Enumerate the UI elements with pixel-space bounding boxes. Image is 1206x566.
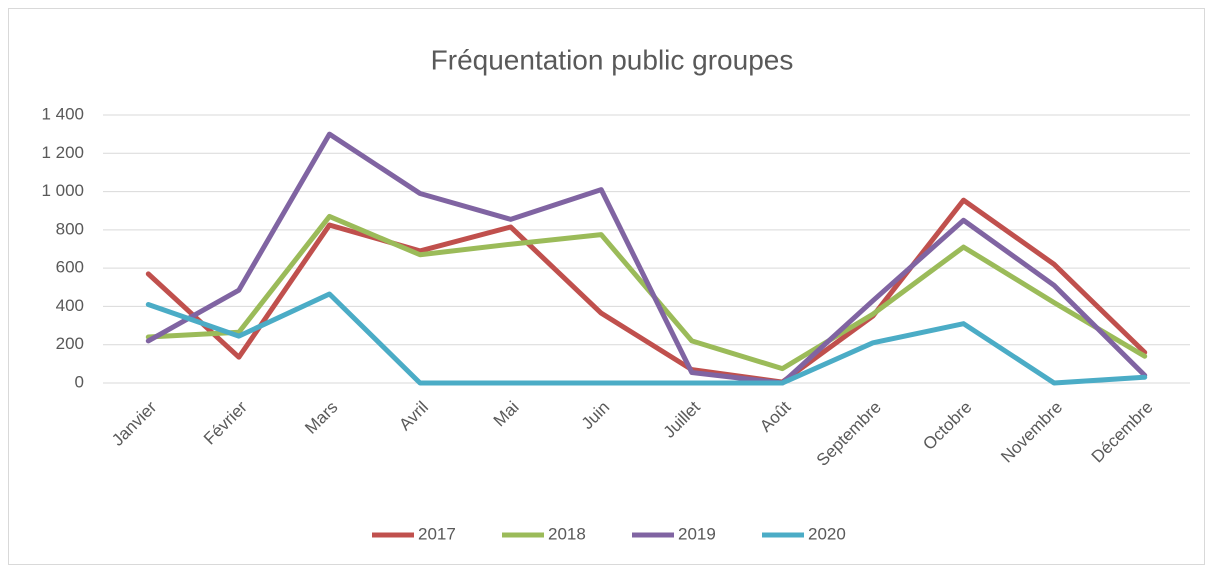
- line-series: [145, 213, 1148, 372]
- line-series: [145, 131, 1148, 386]
- line-series: [145, 291, 1148, 386]
- y-tick-label: 1 000: [41, 181, 84, 200]
- legend-label: 2020: [808, 524, 846, 543]
- chart-frame: [8, 8, 1205, 565]
- y-tick-label: 200: [56, 334, 84, 353]
- y-tick-label: 1 400: [41, 104, 84, 123]
- legend-label: 2019: [678, 524, 716, 543]
- y-tick-label: 800: [56, 219, 84, 238]
- line-series: [145, 197, 1148, 385]
- chart-title: Fréquentation public groupes: [431, 44, 794, 75]
- legend-label: 2018: [548, 524, 586, 543]
- legend-label: 2017: [418, 524, 456, 543]
- y-tick-label: 400: [56, 296, 84, 315]
- y-tick-label: 1 200: [41, 143, 84, 162]
- y-tick-label: 600: [56, 258, 84, 277]
- y-tick-label: 0: [75, 372, 84, 391]
